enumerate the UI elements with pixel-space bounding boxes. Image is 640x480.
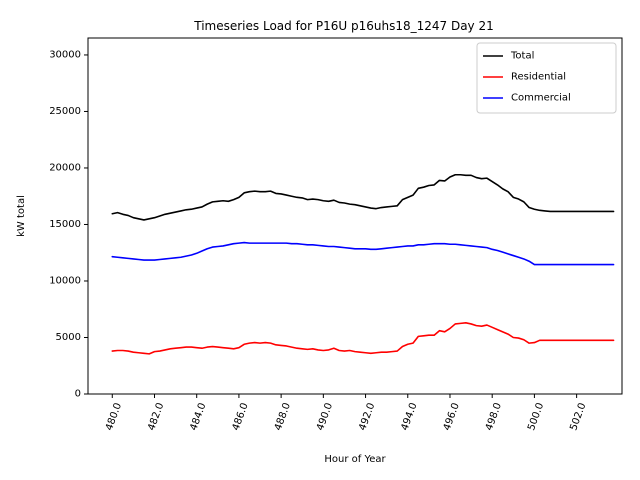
y-tick-label: 25000 xyxy=(49,106,81,117)
y-axis-ticks: 0 5000 10000 15000 20000 25000 30000 xyxy=(49,49,88,400)
y-tick-label: 10000 xyxy=(49,275,81,286)
chart-title: Timeseries Load for P16U p16uhs18_1247 D… xyxy=(193,19,494,33)
series-line-commercial xyxy=(111,241,615,266)
legend-box xyxy=(476,42,617,114)
y-tick-label: 5000 xyxy=(56,332,81,343)
x-axis-label: Hour of Year xyxy=(324,454,386,465)
legend: Total Residential Commercial xyxy=(476,42,617,114)
legend-label-total: Total xyxy=(510,51,534,62)
y-tick-label: 30000 xyxy=(49,49,81,60)
y-tick-label: 20000 xyxy=(49,162,81,173)
legend-label-residential: Residential xyxy=(511,72,566,83)
legend-items: Total Residential Commercial xyxy=(483,51,571,104)
axes-frame xyxy=(87,37,623,395)
y-tick-label: 0 xyxy=(75,389,81,400)
series-line-residential xyxy=(111,321,615,355)
y-axis-label: kW total xyxy=(16,195,27,237)
y-tick-label: 15000 xyxy=(49,219,81,230)
series-layer xyxy=(111,173,615,355)
legend-label-commercial: Commercial xyxy=(511,93,571,104)
series-line-total xyxy=(111,173,615,221)
